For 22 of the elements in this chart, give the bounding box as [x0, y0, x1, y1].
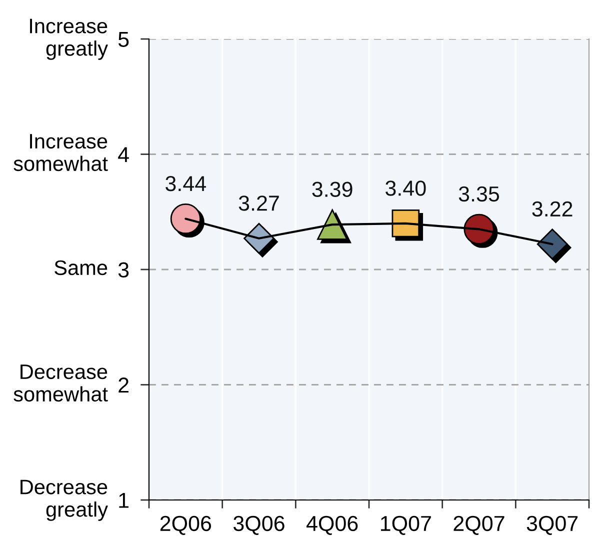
x-tick-label: 3Q07 — [526, 516, 578, 535]
data-label: 3.39 — [312, 182, 352, 197]
y-tick-label: 4 — [118, 147, 129, 162]
y-tick-label: 3 — [118, 262, 129, 278]
x-tick-label: 4Q06 — [306, 516, 358, 535]
data-label: 3.22 — [532, 201, 572, 217]
x-tick-label: 3Q06 — [233, 516, 284, 535]
text: Decrease somewhat — [14, 364, 108, 402]
data-label: 3.35 — [458, 186, 500, 202]
x-tick-label: 1Q07 — [380, 516, 431, 535]
text: Increase somewhat — [14, 134, 108, 172]
data-label: 3.27 — [238, 196, 279, 211]
text: Increase greatly — [30, 18, 108, 60]
text: Same — [54, 260, 108, 276]
y-tick-label: 1 — [119, 492, 129, 508]
data-label: 3.44 — [166, 176, 206, 192]
data-label: 3.40 — [386, 180, 426, 196]
text: Decrease greatly — [20, 480, 108, 521]
y-tick-label: 2 — [118, 378, 128, 393]
x-tick-label: 2Q06 — [160, 516, 212, 535]
y-tick-label: 5 — [118, 32, 129, 48]
x-tick-label: 2Q07 — [454, 516, 504, 535]
